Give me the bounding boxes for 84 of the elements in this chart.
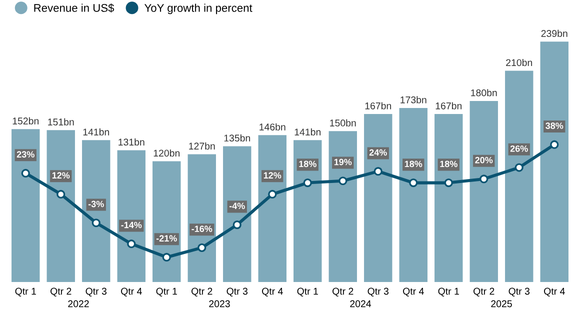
bar	[505, 70, 534, 282]
bar	[540, 42, 568, 282]
point	[56, 190, 66, 199]
data-label: 141bn	[83, 128, 110, 136]
data-label: -14%	[121, 222, 142, 228]
data-label: 38%	[546, 122, 564, 129]
x-tick-label: Qtr 2	[332, 288, 354, 296]
data-label: 167bn	[436, 102, 462, 110]
data-label: -16%	[192, 226, 212, 232]
x-tick-label: Qtr 4	[121, 288, 142, 296]
point	[303, 178, 312, 188]
x-tick-label: Qtr 2	[192, 288, 212, 296]
point	[480, 174, 488, 184]
x-tick-label: Qtr 3	[368, 288, 389, 296]
x-tick-label: Qtr 2	[474, 288, 494, 296]
text: 2023	[209, 300, 230, 308]
data-label: 146bn	[260, 123, 286, 130]
text: 2022	[68, 300, 89, 308]
data-label: 239bn	[541, 30, 568, 37]
data-label: 120bn	[154, 149, 180, 157]
bar	[82, 140, 110, 282]
point	[409, 178, 418, 188]
data-label: -4%	[229, 202, 245, 210]
data-label: 18%	[440, 160, 458, 168]
point	[338, 176, 348, 186]
bar	[294, 140, 322, 282]
data-label: 18%	[299, 160, 316, 168]
data-label: 210bn	[506, 58, 532, 66]
x-tick-label: Qtr 3	[86, 288, 107, 296]
bar	[328, 131, 357, 282]
x-tick-label: Qtr 1	[297, 288, 318, 296]
point	[127, 240, 136, 248]
x-tick-label: Qtr 2	[50, 288, 72, 296]
x-tick-label: Qtr 4	[403, 288, 424, 296]
x-tick-label: Qtr 1	[156, 288, 177, 296]
data-label: 24%	[369, 149, 387, 156]
bar	[399, 108, 428, 282]
data-label: 180bn	[471, 89, 497, 96]
bar	[258, 135, 286, 282]
data-label: 18%	[404, 160, 422, 168]
text: 2024	[350, 300, 372, 308]
point	[232, 220, 242, 230]
data-label: 26%	[510, 145, 528, 152]
point	[198, 243, 206, 252]
bar	[470, 100, 498, 282]
data-label: 152bn	[12, 117, 39, 124]
data-label: -3%	[88, 200, 104, 208]
data-label: 173bn	[400, 96, 426, 104]
bar	[12, 129, 40, 282]
bar	[188, 154, 216, 282]
x-tick-label: Qtr 4	[262, 288, 283, 296]
data-label: 167bn	[365, 102, 392, 110]
data-label: 131bn	[118, 138, 144, 146]
data-label: 151bn	[48, 118, 74, 126]
point	[374, 167, 382, 176]
x-tick-label: Qtr 1	[15, 288, 36, 296]
text: 2025	[491, 300, 512, 308]
point	[92, 218, 100, 228]
bar	[46, 130, 75, 282]
x-tick-label: Qtr 3	[226, 288, 248, 296]
point	[21, 168, 30, 178]
data-label: 19%	[334, 158, 352, 166]
data-label: 135bn	[224, 134, 250, 142]
point	[444, 178, 453, 188]
point	[550, 140, 559, 149]
legend-label: YoY growth in percent	[144, 4, 252, 14]
data-label: 23%	[16, 151, 34, 158]
data-label: 20%	[475, 156, 493, 164]
point	[162, 252, 171, 262]
data-label: 150bn	[330, 119, 356, 126]
point	[514, 163, 524, 172]
x-tick-label: Qtr 4	[544, 288, 565, 296]
x-tick-label: Qtr 3	[508, 288, 530, 296]
data-label: 12%	[52, 172, 70, 179]
legend-label: Revenue in US$	[34, 4, 114, 13]
data-label: -21%	[156, 235, 177, 242]
bar	[434, 114, 463, 282]
bar	[364, 114, 392, 282]
bar	[223, 146, 252, 282]
point	[268, 190, 277, 199]
x-tick-label: Qtr 1	[438, 288, 459, 296]
data-label: 12%	[264, 172, 282, 179]
data-label: 127bn	[189, 142, 215, 150]
data-label: 141bn	[294, 128, 321, 136]
